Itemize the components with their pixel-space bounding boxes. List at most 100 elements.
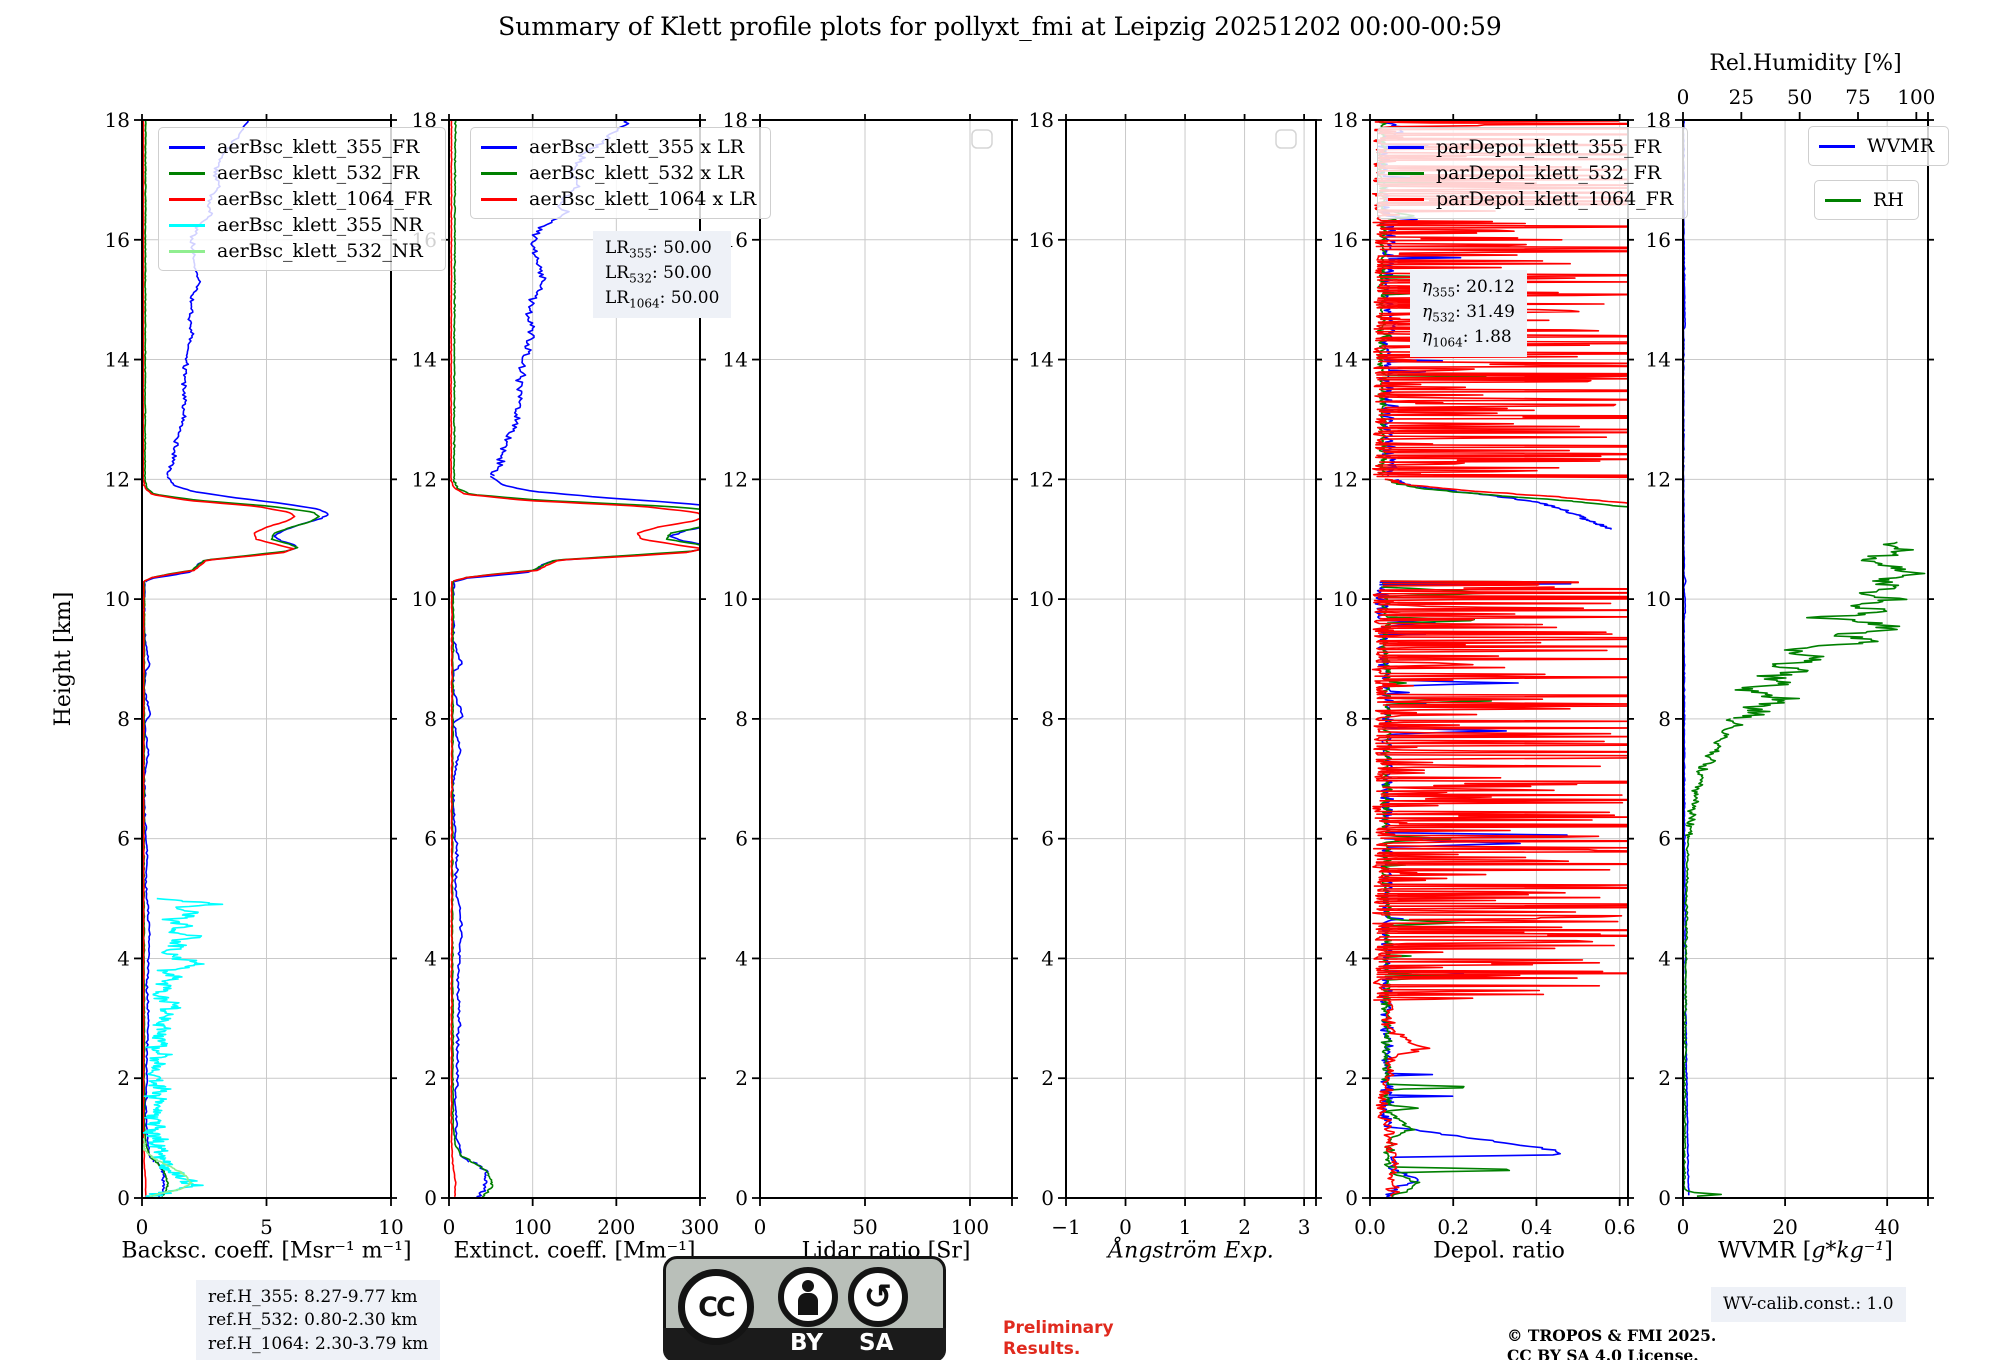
- legend-entry-parDepol_klett_355_FR: parDepol_klett_355_FR: [1388, 134, 1673, 160]
- svg-text:10: 10: [105, 587, 130, 611]
- legend-entry-RH: RH: [1825, 187, 1904, 213]
- svg-text:18: 18: [105, 108, 130, 132]
- svg-text:100: 100: [951, 1215, 989, 1239]
- svg-text:2: 2: [1041, 1066, 1054, 1090]
- svg-text:0: 0: [754, 1215, 767, 1239]
- svg-text:10: 10: [1029, 587, 1054, 611]
- curve-aerBsc_klett_532_NR: [142, 1138, 193, 1198]
- curve-aerBsc_klett_355_FR: [145, 476, 329, 583]
- grid-angstrom: [1065, 119, 1316, 1199]
- svg-text:18: 18: [1029, 108, 1054, 132]
- legend-entry-parDepol_klett_1064_FR: parDepol_klett_1064_FR: [1388, 186, 1673, 212]
- curve-aerBsc_klett_1064 x LR: [450, 581, 457, 1197]
- legend-line-sample: [1825, 198, 1861, 202]
- svg-text:6: 6: [424, 827, 437, 851]
- empty-legend-box-lidar-ratio: [971, 129, 993, 149]
- svg-text:10: 10: [723, 587, 748, 611]
- curve-RH: [1683, 838, 1722, 1197]
- curve-aerBsc_klett_1064_FR: [142, 581, 147, 1197]
- svg-text:6: 6: [735, 827, 748, 851]
- legend-line-sample: [169, 171, 205, 175]
- note-lr-values: LR355: 50.00 LR532: 50.00 LR1064: 50.00: [593, 231, 732, 318]
- svg-text:300: 300: [681, 1215, 719, 1239]
- curve-aerBsc_klett_355 x LR: [472, 1161, 489, 1198]
- legend-line-sample: [169, 249, 205, 253]
- svg-text:0: 0: [1677, 1215, 1690, 1239]
- svg-text:16: 16: [1029, 228, 1054, 252]
- legend-entry-WVMR: WVMR: [1819, 133, 1934, 159]
- svg-text:14: 14: [1333, 348, 1358, 372]
- legend-line-sample: [1388, 197, 1424, 201]
- svg-text:8: 8: [1345, 707, 1358, 731]
- svg-text:8: 8: [117, 707, 130, 731]
- svg-text:8: 8: [424, 707, 437, 731]
- svg-text:4: 4: [1658, 946, 1671, 970]
- svg-text:0: 0: [1041, 1186, 1054, 1210]
- svg-text:4: 4: [735, 946, 748, 970]
- svg-text:6: 6: [1041, 827, 1054, 851]
- legend-label: aerBsc_klett_532_NR: [217, 240, 423, 262]
- svg-text:100: 100: [1897, 85, 1935, 109]
- legend-line-sample: [481, 171, 517, 175]
- curve-aerBsc_klett_355 x LR: [450, 581, 470, 1163]
- svg-text:75: 75: [1845, 85, 1870, 109]
- svg-text:14: 14: [105, 348, 130, 372]
- y-axis-label: Height [km]: [51, 592, 76, 727]
- legend-label: RH: [1873, 189, 1904, 211]
- curve-parDepol_klett_532_FR: [1380, 586, 1511, 1198]
- svg-text:2: 2: [424, 1066, 437, 1090]
- legend-entry-aerBsc_klett_355_NR: aerBsc_klett_355_NR: [169, 212, 431, 238]
- legend-box-wvmr: WVMR: [1808, 126, 1950, 166]
- svg-text:1: 1: [1179, 1215, 1192, 1239]
- axes-depol-ratio: 0.0 0.2 0.4 0.6 0 2 4 6 8 10 12 14 16 18 Depol. ratio: [1333, 108, 1636, 1264]
- grid-wvmr: [1682, 119, 1928, 1199]
- note-reference-heights: ref.H_355: 8.27-9.77 km ref.H_532: 0.80-2…: [196, 1280, 441, 1360]
- svg-text:16: 16: [1646, 228, 1671, 252]
- note-line: ref.H_532: 0.80-2.30 km: [208, 1310, 418, 1331]
- svg-text:2: 2: [1238, 1215, 1251, 1239]
- svg-text:200: 200: [597, 1215, 635, 1239]
- curve-aerBsc_klett_355_NR: [142, 897, 224, 1198]
- curves-depol-ratio: [1371, 120, 1628, 1198]
- curve-aerBsc_klett_1064 x LR: [449, 120, 453, 480]
- legend-box-backscatter: aerBsc_klett_355_FR aerBsc_klett_532_FR ae…: [158, 127, 447, 271]
- legend-line-sample: [169, 197, 205, 201]
- legend-label: parDepol_klett_1064_FR: [1436, 188, 1674, 210]
- note-line: LR1064: 50.00: [605, 287, 720, 311]
- curve-aerBsc_klett_1064_FR: [142, 479, 296, 582]
- legend-box-wvmr: RH: [1814, 180, 1919, 220]
- legend-entry-parDepol_klett_532_FR: parDepol_klett_532_FR: [1388, 160, 1673, 186]
- curve-aerBsc_klett_532 x LR: [452, 120, 457, 480]
- svg-text:12: 12: [105, 467, 130, 491]
- legend-line-sample: [1388, 145, 1424, 149]
- legend-line-sample: [1388, 171, 1424, 175]
- svg-text:12: 12: [723, 467, 748, 491]
- svg-text:10: 10: [378, 1215, 403, 1239]
- svg-text:16: 16: [105, 228, 130, 252]
- curve-parDepol_klett_1064_FR: [1375, 999, 1431, 1197]
- svg-text:5: 5: [260, 1215, 273, 1239]
- figure-title: Summary of Klett profile plots for polly…: [498, 12, 1502, 41]
- cc-by-label: BY: [790, 1330, 823, 1356]
- svg-text:16: 16: [1333, 228, 1358, 252]
- svg-text:2: 2: [1658, 1066, 1671, 1090]
- legend-label: aerBsc_klett_355_FR: [217, 136, 420, 158]
- legend-line-sample: [169, 145, 205, 149]
- svg-text:100: 100: [514, 1215, 552, 1239]
- legend-label: parDepol_klett_532_FR: [1436, 162, 1662, 184]
- curve-aerBsc_klett_532_FR: [144, 479, 320, 582]
- grid-backscatter: [141, 119, 392, 1199]
- svg-text:6: 6: [117, 827, 130, 851]
- legend-line-sample: [481, 197, 517, 201]
- svg-text:0.6: 0.6: [1604, 1215, 1636, 1239]
- note-line: ref.H_355: 8.27-9.77 km: [208, 1287, 418, 1307]
- copyright-note: © TROPOS & FMI 2025. CC BY SA 4.0 Licens…: [1507, 1326, 1717, 1360]
- svg-text:14: 14: [1029, 348, 1054, 372]
- svg-text:4: 4: [424, 946, 437, 970]
- svg-text:0: 0: [1677, 85, 1690, 109]
- grid-lidar-ratio: [759, 119, 1012, 1199]
- x-axis-label-depol-ratio: Depol. ratio: [1433, 1239, 1565, 1264]
